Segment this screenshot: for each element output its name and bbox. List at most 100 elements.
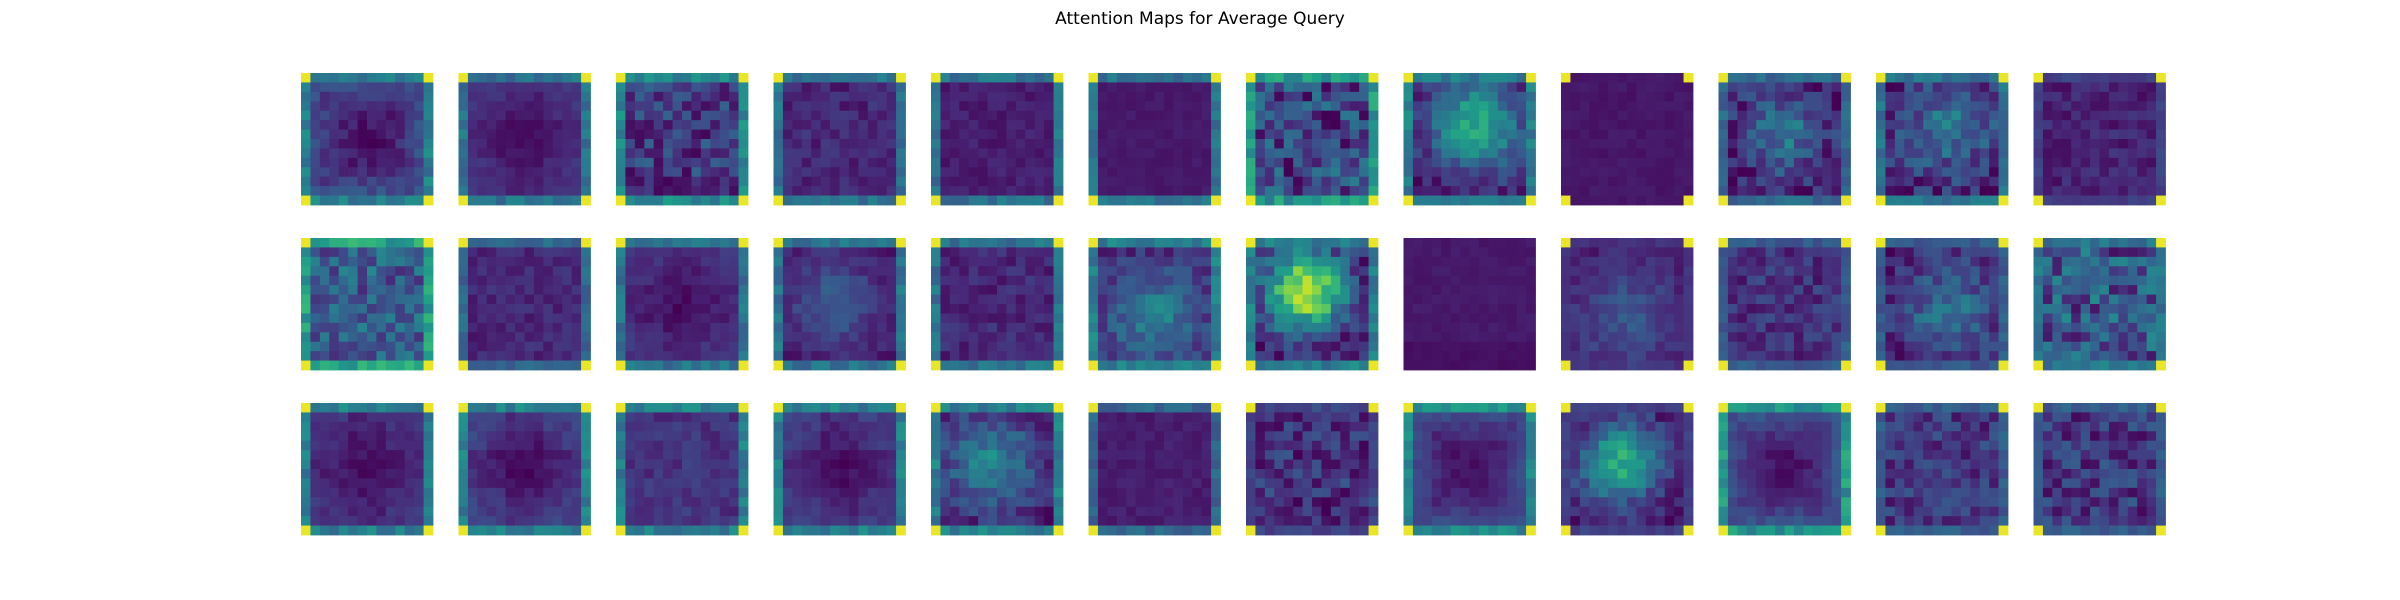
heatmap-cell [581,110,591,121]
heatmap-cell [1441,73,1452,83]
heatmap-cell [505,403,516,413]
heatmap-cell [634,313,645,324]
heatmap-cell [552,247,563,258]
heatmap-cell [1617,294,1628,305]
attention-map-r1-c3 [616,73,749,206]
heatmap-cell [848,341,859,352]
heatmap-cell [1904,351,1915,361]
heatmap-cell [310,421,321,432]
heatmap-cell [1970,341,1981,352]
heatmap-cell [830,101,840,112]
heatmap-cell [886,186,897,196]
heatmap-cell [1006,129,1017,140]
heatmap-cell [801,247,812,258]
heatmap-cell [1598,247,1609,258]
heatmap-cell [1431,285,1442,295]
heatmap-cell [1403,313,1414,324]
heatmap-cell [329,101,340,112]
heatmap-cell [1932,176,1943,187]
heatmap-cell [839,294,850,305]
heatmap-cell [858,275,869,286]
heatmap-cell [2127,294,2138,305]
heatmap-cell [1979,195,1990,206]
heatmap-cell [848,285,859,295]
heatmap-cell [477,412,488,423]
heatmap-cell [1746,266,1757,277]
heatmap-cell [1025,351,1036,361]
heatmap-cell [423,110,434,121]
heatmap-cell [486,91,497,102]
heatmap-cell [367,275,377,286]
heatmap-cell [1330,341,1341,352]
heatmap-cell [1655,101,1666,112]
heatmap-cell [571,285,582,295]
heatmap-cell [1822,176,1833,187]
heatmap-cell [1312,313,1322,324]
heatmap-cell [830,247,840,258]
heatmap-cell [710,294,721,305]
heatmap-cell [319,332,330,343]
heatmap-cell [700,167,711,178]
heatmap-cell [1904,304,1915,314]
heatmap-cell [1412,157,1423,168]
heatmap-cell [616,351,626,361]
heatmap-cell [552,148,563,159]
heatmap-cell [1264,294,1275,305]
heatmap-cell [2071,360,2082,371]
heatmap-cell [672,247,683,258]
heatmap-cell [949,82,960,93]
heatmap-cell [782,186,793,196]
heatmap-cell [830,313,840,324]
heatmap-cell [1904,167,1915,178]
heatmap-cell [543,176,554,187]
heatmap-cell [1201,186,1212,196]
heatmap-cell [1885,148,1896,159]
heatmap-cell [533,440,544,451]
heatmap-cell [367,129,377,140]
heatmap-cell [2080,294,2091,305]
heatmap-cell [310,450,321,460]
heatmap-cell [858,313,869,324]
heatmap-cell [1627,285,1637,295]
heatmap-cell [338,101,349,112]
attention-map-r2-c7 [1246,238,1379,371]
heatmap-cell [1211,195,1221,206]
heatmap-cell [338,148,349,159]
heatmap-cell [1775,186,1785,196]
heatmap-cell [616,176,626,187]
heatmap-cell [496,341,507,352]
heatmap-cell [729,120,739,130]
heatmap-cell [1645,294,1656,305]
heatmap-cell [2042,322,2053,333]
heatmap-cell [978,360,988,371]
heatmap-cell [1655,285,1666,295]
heatmap-cell [1321,110,1332,121]
heatmap-cell [338,478,349,489]
heatmap-cell [1756,332,1767,343]
heatmap-cell [1488,73,1499,83]
heatmap-cell [1403,186,1414,196]
heatmap-cell [1302,101,1313,112]
heatmap-cell [404,440,415,451]
heatmap-cell [997,157,1007,168]
heatmap-cell [1989,139,1999,149]
heatmap-cell [486,73,497,83]
heatmap-cell [1201,266,1212,277]
heatmap-cell [1570,110,1581,121]
heatmap-cell [682,139,692,149]
heatmap-cell [663,129,673,140]
heatmap-cell [1674,120,1684,130]
heatmap-cell [672,101,683,112]
heatmap-cell [1201,322,1212,333]
heatmap-cell [1154,73,1165,83]
heatmap-cell [625,322,636,333]
heatmap-cell [1088,332,1099,343]
heatmap-cell [2080,360,2091,371]
heatmap-cell [571,82,582,93]
heatmap-cell [1822,186,1833,196]
heatmap-cell [987,247,998,258]
heatmap-cell [533,247,544,258]
heatmap-cell [1885,167,1896,178]
heatmap-cell [1904,275,1915,286]
heatmap-cell [2146,294,2157,305]
